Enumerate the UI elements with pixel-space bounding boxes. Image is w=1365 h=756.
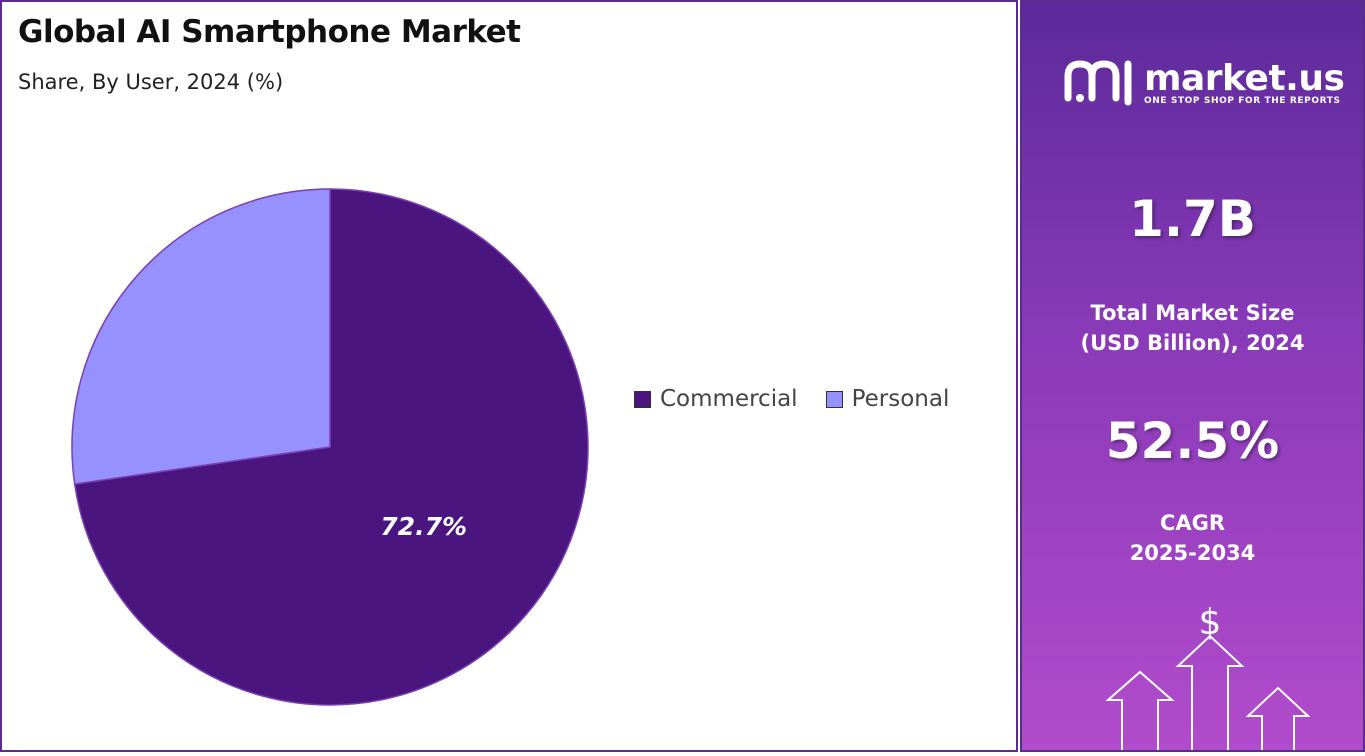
- chart-panel: Global AI Smartphone Market Share, By Us…: [0, 0, 1018, 752]
- summary-panel: market.us ONE STOP SHOP FOR THE REPORTS …: [1020, 0, 1365, 752]
- dollar-symbol: $: [1199, 602, 1222, 643]
- data-label-commercial: 72.7%: [380, 512, 467, 541]
- market-size-label-line2: (USD Billion), 2024: [1080, 331, 1305, 355]
- legend-item-commercial: Commercial: [634, 386, 798, 412]
- legend-swatch-personal: [825, 390, 843, 408]
- legend-label-commercial: Commercial: [660, 386, 798, 412]
- market-us-logo-icon: [1064, 60, 1132, 106]
- cagr-label-line1: CAGR: [1159, 511, 1226, 535]
- chart-title: Global AI Smartphone Market: [18, 14, 521, 50]
- legend-label-personal: Personal: [851, 386, 950, 412]
- cagr-value: 52.5%: [1105, 412, 1280, 470]
- pie-slice-commercial: [73, 188, 589, 706]
- brand-name: market.us: [1144, 58, 1345, 99]
- market-size-label-line1: Total Market Size: [1090, 301, 1295, 325]
- cagr-label-line2: 2025-2034: [1129, 541, 1256, 565]
- legend-item-personal: Personal: [825, 386, 950, 412]
- chart-legend: Commercial Personal: [634, 386, 977, 412]
- brand-logo: market.us ONE STOP SHOP FOR THE REPORTS: [1064, 58, 1345, 118]
- dollar-growth-arrows-icon: $: [1105, 602, 1311, 750]
- legend-swatch-commercial: [634, 390, 651, 408]
- pie-chart: 72.7%: [71, 188, 589, 706]
- brand-tagline: ONE STOP SHOP FOR THE REPORTS: [1144, 96, 1341, 106]
- pie-slice-personal: [71, 188, 331, 486]
- chart-subtitle: Share, By User, 2024 (%): [18, 70, 284, 94]
- market-size-value: 1.7B: [1129, 190, 1256, 248]
